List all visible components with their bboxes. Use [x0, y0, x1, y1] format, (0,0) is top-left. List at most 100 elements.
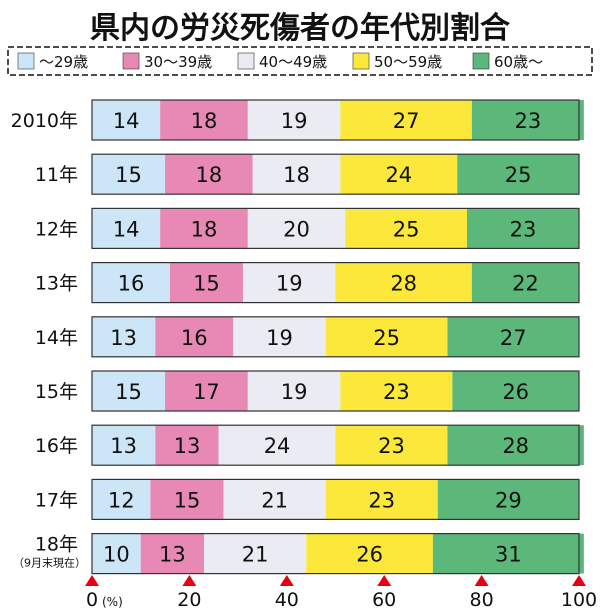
data-label: 14 [113, 109, 140, 133]
data-label: 24 [385, 163, 412, 187]
data-label: 18 [191, 217, 218, 241]
data-label: 28 [390, 272, 417, 296]
bar-row: 18年（9月末現在） 10 13 21 26 31 [13, 532, 584, 575]
tick-label: 60 [372, 589, 396, 610]
legend-label: 〜29歳 [39, 53, 88, 71]
bar-segment [457, 154, 579, 195]
data-label: 16 [181, 326, 208, 350]
data-label: 25 [373, 326, 400, 350]
data-label: 19 [266, 326, 293, 350]
bar-row: 15年 15 17 19 23 26 [35, 370, 580, 412]
data-label: 13 [174, 434, 201, 458]
data-label: 16 [118, 272, 145, 296]
category-label: 17年 [35, 489, 78, 511]
legend-swatch [122, 52, 140, 70]
bar-row: 2010年 14 18 19 27 23 [11, 99, 584, 141]
data-label: 19 [281, 109, 308, 133]
data-label: 13 [159, 543, 186, 567]
bar-segment [340, 371, 453, 411]
x-axis: 0 20 40 60 80 100 (%) [85, 575, 597, 610]
bar-segment [92, 154, 166, 195]
data-label: 27 [500, 326, 527, 350]
data-label: 23 [510, 217, 537, 241]
tick-marker [474, 575, 489, 586]
bar-segment [92, 262, 170, 303]
data-label: 14 [113, 217, 140, 241]
bar-segment [92, 371, 166, 411]
axis-unit: (%) [102, 595, 123, 609]
bar-rows: 2010年 14 18 19 27 23 11年 15 18 18 24 25 12年 14 18 20 25 2… [11, 99, 584, 575]
bar-outline [91, 370, 580, 412]
data-label: 17 [193, 380, 220, 404]
legend-frame [7, 46, 593, 76]
legend-swatch [237, 52, 255, 70]
category-label: 12年 [35, 218, 78, 240]
legend-label: 60歳〜 [494, 53, 543, 71]
bar-segment [233, 316, 326, 357]
category-label: 11年 [35, 164, 78, 186]
bar-segment [466, 208, 579, 249]
bar-segment [218, 425, 336, 466]
bar-segment [169, 262, 243, 303]
category-label: 13年 [35, 273, 78, 295]
bar-segment [447, 316, 579, 357]
bar-segment [471, 262, 579, 303]
data-label: 26 [356, 543, 383, 567]
legend-swatch [352, 52, 370, 70]
data-label: 31 [495, 543, 522, 567]
chart-title: 県内の労災死傷者の年代別割合 [90, 11, 510, 46]
data-label: 25 [393, 217, 420, 241]
data-label: 21 [242, 543, 269, 567]
bar-row: 14年 13 16 19 25 27 [35, 316, 580, 358]
bar-row: 11年 15 18 18 24 25 [35, 153, 580, 195]
data-label: 25 [505, 163, 532, 187]
data-label: 15 [115, 163, 142, 187]
tick-label: 40 [275, 589, 299, 610]
category-label: 15年 [35, 381, 78, 403]
data-label: 29 [495, 488, 522, 512]
bar-segment [155, 316, 234, 357]
legend-swatch [472, 52, 490, 70]
tick-label: 0 [86, 589, 98, 610]
bar-segment [92, 100, 161, 140]
legend-label: 30〜39歳 [144, 53, 212, 71]
data-label: 24 [264, 434, 291, 458]
bar-row: 13年 16 15 19 28 22 [35, 262, 580, 304]
bar-segment [437, 479, 579, 520]
data-label: 19 [276, 272, 303, 296]
bar-segment [92, 479, 151, 520]
bar-segment [247, 208, 346, 249]
bar-segment [345, 208, 467, 249]
data-label: 26 [502, 380, 529, 404]
data-label: 18 [196, 163, 223, 187]
bar-segment [165, 371, 248, 411]
data-label: 12 [108, 488, 135, 512]
category-label: 18年 [35, 534, 78, 556]
data-label: 27 [393, 109, 420, 133]
legend-label: 40〜49歳 [259, 53, 327, 71]
data-label: 18 [283, 163, 310, 187]
bar-segment [247, 100, 341, 140]
bar-segment [452, 371, 579, 411]
bar-segment [447, 425, 584, 466]
bar-outline [91, 207, 580, 249]
tick-marker [377, 575, 392, 586]
data-label: 13 [110, 326, 137, 350]
bar-row: 12年 14 18 20 25 23 [35, 207, 580, 249]
bar-row: 17年 12 15 21 23 29 [35, 478, 580, 520]
tick-marker [182, 575, 197, 586]
bar-outline [91, 316, 580, 358]
tick-marker [279, 575, 294, 586]
tick-label: 80 [470, 589, 494, 610]
bar-segment [252, 154, 341, 195]
category-note: （9月末現在） [13, 556, 86, 570]
bar-outline [91, 424, 580, 466]
data-label: 21 [261, 488, 288, 512]
bar-segment [204, 533, 307, 574]
bar-segment [335, 262, 472, 303]
bar-segment [160, 100, 248, 140]
tick-label: 20 [177, 589, 201, 610]
bar-segment [242, 262, 336, 303]
data-label: 22 [512, 272, 539, 296]
